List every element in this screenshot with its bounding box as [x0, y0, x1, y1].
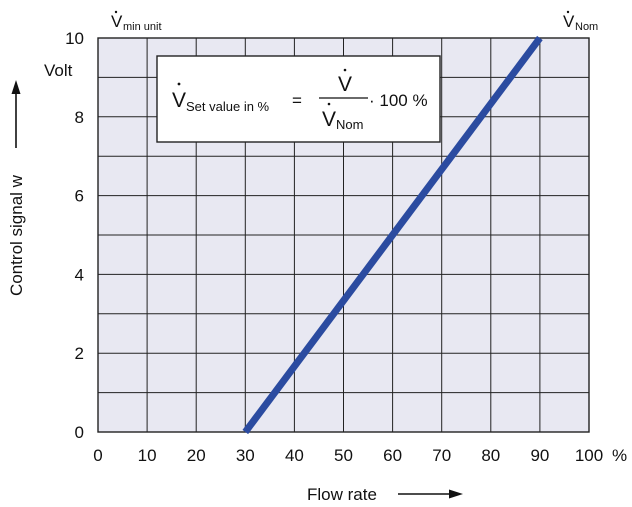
formula-denominator-dot — [327, 102, 331, 106]
annotation-v-min-unit: V min unit — [111, 10, 162, 33]
y-axis-label-group: Control signal w — [7, 80, 26, 296]
annotation-v-nom-dot — [566, 10, 570, 14]
y-tick-label: 2 — [75, 344, 84, 363]
x-unit-label: % — [612, 446, 627, 465]
series-line — [242, 35, 543, 435]
x-tick-label: 10 — [138, 446, 157, 465]
formula-multiplier: · 100 % — [369, 91, 428, 110]
tick-labels: 0 10 20 30 40 50 60 70 80 90 100 0 2 4 6 8 10 — [65, 29, 603, 465]
formula-numerator: V — [338, 73, 352, 96]
formula-denominator-symbol: V — [322, 108, 336, 131]
x-tick-label: 100 — [575, 446, 603, 465]
x-tick-label: 80 — [481, 446, 500, 465]
y-unit-label: Volt — [44, 61, 73, 80]
formula-lhs-subscript: Set value in % — [186, 99, 270, 114]
x-tick-label: 70 — [432, 446, 451, 465]
annotation-v-min-unit-dot — [114, 10, 118, 14]
x-tick-label: 0 — [93, 446, 102, 465]
plot-frame — [97, 37, 590, 433]
x-axis-label: Flow rate — [307, 485, 377, 504]
y-axis-label: Control signal w — [7, 174, 26, 296]
x-tick-label: 60 — [383, 446, 402, 465]
y-tick-label: 10 — [65, 29, 84, 48]
x-tick-label: 50 — [334, 446, 353, 465]
annotation-v-nom-symbol: V — [563, 12, 575, 31]
annotation-v-min-unit-subscript: min unit — [123, 21, 162, 33]
annotation-v-nom: V Nom — [563, 10, 598, 33]
y-tick-label: 0 — [75, 423, 84, 442]
annotation-v-min-unit-symbol: V — [111, 12, 123, 31]
formula-equals: = — [292, 91, 302, 110]
formula-lhs-dot — [177, 82, 181, 86]
x-tick-label: 30 — [236, 446, 255, 465]
x-tick-label: 20 — [187, 446, 206, 465]
x-tick-label: 90 — [530, 446, 549, 465]
formula-denominator-subscript: Nom — [336, 117, 363, 132]
annotation-v-nom-subscript: Nom — [575, 21, 598, 33]
y-tick-label: 8 — [75, 108, 84, 127]
data-series — [242, 35, 543, 435]
x-axis-label-group: Flow rate — [307, 485, 463, 504]
formula-box-frame — [156, 55, 441, 143]
y-axis-arrow-head — [11, 80, 21, 94]
formula-numerator-dot — [343, 68, 347, 72]
x-tick-label: 40 — [285, 446, 304, 465]
formula-box: V Set value in % = V V Nom · 100 % — [156, 55, 441, 143]
formula-lhs-symbol: V — [172, 89, 186, 112]
x-axis-arrow-head — [449, 489, 463, 499]
y-tick-label: 4 — [75, 265, 84, 284]
y-tick-label: 6 — [75, 187, 84, 206]
